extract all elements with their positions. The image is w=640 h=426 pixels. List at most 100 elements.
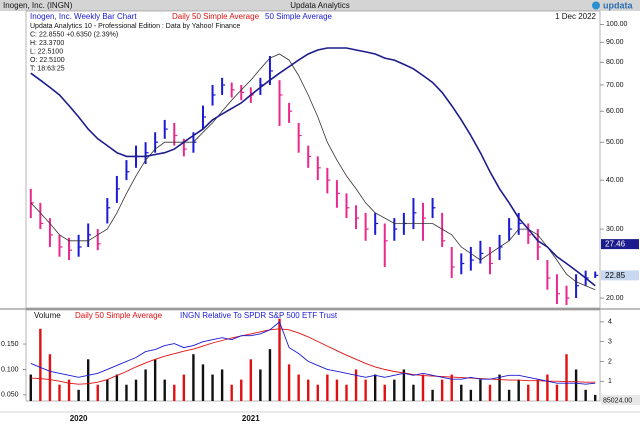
volume-bar bbox=[450, 374, 453, 401]
y-tick-label: 0.050 bbox=[1, 392, 19, 399]
y2-tick-label: 3 bbox=[608, 339, 612, 346]
y-tick-label: 90.00 bbox=[606, 39, 624, 46]
volume-bar bbox=[440, 379, 444, 401]
volume-bar bbox=[192, 354, 195, 401]
header-center: Updata Analytics bbox=[290, 1, 350, 10]
volume-bar bbox=[555, 384, 559, 401]
volume-bar bbox=[106, 379, 109, 401]
volume-bar bbox=[402, 369, 406, 401]
y-tick-label: 40.00 bbox=[606, 177, 624, 184]
volume-bar bbox=[507, 389, 511, 401]
volume-bar bbox=[58, 384, 61, 401]
volume-bar bbox=[479, 379, 482, 401]
last-label: 85024.00 bbox=[603, 397, 632, 404]
volume-bar bbox=[240, 379, 243, 401]
logo-icon bbox=[592, 1, 600, 10]
y-tick-label: 70.00 bbox=[606, 82, 624, 89]
logo: updata bbox=[603, 0, 633, 10]
volume-bar bbox=[163, 379, 166, 401]
price-label-box bbox=[601, 270, 639, 281]
y2-tick-label: 1 bbox=[608, 378, 612, 385]
volume-bar bbox=[201, 364, 205, 401]
volume-bar bbox=[86, 359, 90, 401]
x-tick-label: 2021 bbox=[242, 414, 260, 423]
y2-tick-label: 2 bbox=[608, 358, 612, 365]
date: 1 Dec 2022 bbox=[555, 12, 596, 21]
volume-bar bbox=[96, 384, 99, 401]
volume-bar bbox=[393, 379, 396, 401]
volume-bar bbox=[29, 374, 32, 401]
volume-bar bbox=[364, 379, 367, 401]
volume-bar bbox=[517, 379, 520, 401]
price-label: 22.85 bbox=[605, 271, 626, 280]
price-panel bbox=[25, 10, 601, 309]
legend-entry: INGN Relative To SPDR S&P 500 ETF Trust bbox=[180, 311, 338, 320]
volume-bar bbox=[77, 389, 80, 401]
volume-bar bbox=[354, 369, 358, 401]
y2-tick-label: 4 bbox=[608, 319, 612, 326]
volume-bar bbox=[488, 384, 492, 401]
info-line: C: 22.8550 +0.6350 (2.39%) bbox=[30, 31, 118, 38]
volume-bar bbox=[307, 379, 310, 401]
volume-bar bbox=[211, 374, 214, 401]
volume-bar bbox=[383, 384, 386, 401]
volume-bar bbox=[153, 359, 157, 401]
chart-title: Inogen, Inc. Weekly Bar Chart bbox=[30, 12, 137, 21]
volume-bar bbox=[335, 379, 339, 401]
volume-bar bbox=[39, 328, 42, 401]
info-line: H: 23.3700 bbox=[30, 40, 64, 47]
series-line bbox=[30, 321, 596, 385]
legend-entry: Daily 50 Simple Average bbox=[172, 12, 260, 21]
volume-bar bbox=[412, 384, 415, 401]
volume-bar bbox=[565, 354, 568, 401]
legend-entry: 50 Simple Average bbox=[265, 12, 333, 21]
moving-average bbox=[30, 47, 596, 287]
legend-entry: Daily 50 Simple Average bbox=[75, 311, 163, 320]
volume-bar bbox=[584, 389, 587, 401]
volume-bar bbox=[182, 374, 186, 401]
volume-bar bbox=[220, 369, 224, 401]
volume-bar bbox=[268, 349, 272, 401]
volume-bar bbox=[125, 384, 128, 401]
volume-bar bbox=[421, 374, 425, 401]
y-tick-label: 100.00 bbox=[606, 21, 628, 28]
volume-bar bbox=[431, 389, 434, 401]
x-tick-label: 2020 bbox=[70, 414, 88, 423]
volume-bar bbox=[527, 384, 530, 401]
volume-bar bbox=[144, 369, 147, 401]
volume-bar bbox=[48, 354, 52, 401]
last-label-box bbox=[601, 395, 640, 405]
volume-bar bbox=[249, 359, 253, 401]
info-line: L: 22.5100 bbox=[30, 48, 63, 55]
volume-bar bbox=[134, 379, 138, 401]
volume-bar bbox=[287, 364, 291, 401]
volume-bar bbox=[536, 379, 540, 401]
info-line: O: 22.5100 bbox=[30, 57, 65, 64]
volume-bar bbox=[278, 318, 281, 401]
y-tick-label: 20.00 bbox=[606, 295, 624, 302]
volume-bar bbox=[594, 394, 597, 401]
y-tick-label: 80.00 bbox=[606, 59, 624, 66]
header-bar bbox=[0, 0, 640, 11]
legend-entry: Volume bbox=[34, 311, 61, 320]
volume-bar bbox=[574, 369, 578, 401]
volume-bar bbox=[67, 379, 71, 401]
y-tick-label: 0.100 bbox=[1, 366, 19, 373]
volume-bar bbox=[115, 374, 119, 401]
volume-bar bbox=[230, 384, 233, 401]
volume-bar bbox=[460, 384, 463, 401]
price-label-box bbox=[601, 239, 639, 250]
volume-bar bbox=[498, 374, 501, 401]
volume-bar bbox=[316, 384, 319, 401]
price-label: 27.46 bbox=[605, 240, 626, 249]
volume-bar bbox=[345, 384, 348, 401]
volume-bar bbox=[173, 384, 176, 401]
volume-bar bbox=[546, 374, 549, 401]
moving-average bbox=[30, 53, 596, 291]
y-tick-label: 30.00 bbox=[606, 226, 624, 233]
y-tick-label: 0.150 bbox=[1, 341, 19, 348]
volume-bar bbox=[326, 374, 329, 401]
volume-bar bbox=[373, 374, 377, 401]
